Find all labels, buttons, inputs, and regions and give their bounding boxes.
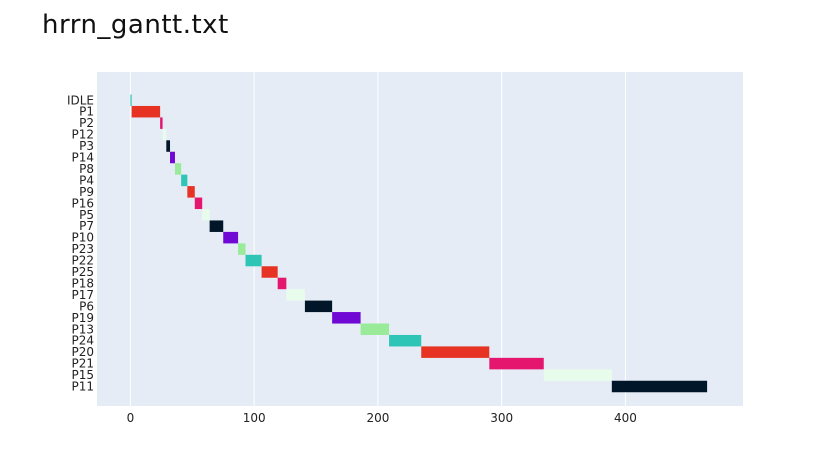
gantt-bar-p24 (389, 334, 422, 347)
gantt-bar-p4 (181, 174, 188, 187)
gantt-bar-p25 (261, 266, 278, 278)
x-tick-label-4: 400 (614, 411, 637, 425)
gantt-bar-p8 (174, 163, 182, 175)
x-tick-label-2: 200 (366, 411, 389, 425)
y-tick-label-p6: P6 (79, 299, 94, 313)
y-tick-label-p11: P11 (71, 380, 94, 394)
gantt-bar-p1 (131, 105, 161, 118)
gantt-bar-p6 (304, 300, 333, 313)
y-tick-label-p12: P12 (71, 128, 94, 142)
y-tick-label-p14: P14 (71, 151, 94, 165)
y-tick-label-p5: P5 (79, 208, 94, 222)
gantt-bar-p3 (166, 140, 171, 152)
gantt-bar-p23 (238, 243, 246, 255)
y-tick-label-idle: IDLE (67, 93, 94, 107)
gantt-bar-p16 (194, 197, 203, 210)
y-tick-label-p20: P20 (71, 345, 94, 359)
y-tick-label-p18: P18 (71, 276, 94, 290)
y-tick-label-p9: P9 (79, 185, 94, 199)
y-tick-label-p25: P25 (71, 265, 94, 279)
y-tick-label-p15: P15 (71, 368, 94, 382)
y-tick-label-p10: P10 (71, 231, 94, 245)
y-tick-label-p7: P7 (79, 219, 94, 233)
y-tick-label-p2: P2 (79, 116, 94, 130)
gantt-bar-p12 (162, 128, 167, 141)
gantt-bar-p13 (360, 323, 390, 335)
gantt-bar-p21 (489, 357, 544, 370)
gantt-bar-p17 (286, 289, 305, 301)
gantt-bar-p22 (245, 254, 262, 267)
plot-background (97, 72, 743, 406)
y-tick-label-p4: P4 (79, 173, 94, 187)
y-tick-label-p3: P3 (79, 139, 94, 153)
gantt-bar-p14 (170, 151, 175, 164)
y-tick-label-p1: P1 (79, 105, 94, 119)
y-tick-label-p23: P23 (71, 242, 94, 256)
gantt-bar-p20 (421, 346, 490, 358)
gantt-bar-p11 (611, 380, 708, 393)
y-tick-label-p16: P16 (71, 196, 94, 210)
chart-title: hrrn_gantt.txt (42, 10, 229, 40)
y-tick-label-p13: P13 (71, 322, 94, 336)
y-tick-label-p17: P17 (71, 288, 94, 302)
gantt-bar-p10 (223, 231, 239, 244)
gantt-bar-p18 (277, 277, 287, 290)
gantt-bar-p19 (332, 312, 361, 324)
gantt-bar-p9 (187, 186, 195, 198)
gantt-bar-p15 (543, 369, 612, 381)
gantt-bar-idle (130, 94, 132, 106)
y-tick-label-p22: P22 (71, 254, 94, 268)
y-tick-label-p8: P8 (79, 162, 94, 176)
x-tick-label-1: 100 (243, 411, 266, 425)
y-tick-label-p19: P19 (71, 311, 94, 325)
gantt-bar-p7 (209, 220, 224, 232)
gantt-bar-p2 (160, 117, 163, 129)
x-tick-label-3: 300 (490, 411, 513, 425)
y-tick-label-p21: P21 (71, 357, 94, 371)
gantt-bar-p5 (202, 209, 210, 221)
x-tick-label-0: 0 (127, 411, 135, 425)
y-tick-label-p24: P24 (71, 334, 94, 348)
